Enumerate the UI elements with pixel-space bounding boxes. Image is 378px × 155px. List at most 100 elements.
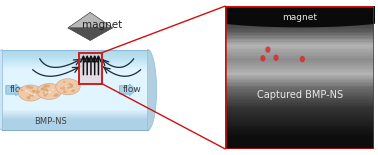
Polygon shape	[225, 130, 374, 132]
Polygon shape	[225, 8, 374, 9]
Ellipse shape	[26, 96, 31, 99]
Ellipse shape	[49, 91, 51, 93]
Polygon shape	[0, 50, 2, 130]
Polygon shape	[225, 6, 374, 8]
Polygon shape	[225, 103, 374, 105]
Polygon shape	[68, 12, 90, 40]
Ellipse shape	[51, 89, 53, 90]
Ellipse shape	[43, 92, 46, 94]
Polygon shape	[2, 73, 148, 74]
Polygon shape	[2, 55, 148, 56]
Ellipse shape	[44, 92, 47, 94]
Polygon shape	[2, 97, 148, 98]
Ellipse shape	[43, 86, 46, 88]
Ellipse shape	[70, 86, 73, 89]
Ellipse shape	[30, 93, 33, 95]
Polygon shape	[225, 65, 374, 66]
Ellipse shape	[70, 89, 72, 90]
Polygon shape	[2, 78, 148, 79]
Polygon shape	[2, 112, 148, 113]
Polygon shape	[225, 36, 374, 38]
Polygon shape	[225, 69, 374, 70]
Polygon shape	[225, 39, 374, 40]
Polygon shape	[2, 89, 148, 90]
Ellipse shape	[60, 87, 63, 89]
Polygon shape	[225, 83, 374, 85]
Polygon shape	[225, 63, 374, 65]
Polygon shape	[2, 74, 148, 75]
Ellipse shape	[29, 86, 34, 89]
Polygon shape	[225, 46, 374, 48]
Ellipse shape	[68, 85, 70, 86]
Polygon shape	[225, 50, 374, 52]
Polygon shape	[225, 106, 374, 107]
Ellipse shape	[28, 92, 30, 93]
Polygon shape	[2, 115, 148, 116]
Polygon shape	[2, 77, 148, 78]
Polygon shape	[2, 58, 148, 59]
Ellipse shape	[43, 95, 46, 97]
Polygon shape	[2, 109, 148, 110]
Polygon shape	[2, 121, 148, 122]
Polygon shape	[225, 146, 374, 147]
Polygon shape	[225, 115, 374, 116]
Polygon shape	[225, 56, 374, 58]
Polygon shape	[68, 12, 113, 28]
Ellipse shape	[69, 85, 71, 87]
Ellipse shape	[68, 83, 72, 86]
Polygon shape	[90, 12, 113, 40]
Polygon shape	[225, 9, 374, 11]
FancyArrow shape	[119, 84, 136, 96]
Polygon shape	[2, 95, 148, 96]
Polygon shape	[225, 136, 374, 137]
Ellipse shape	[36, 90, 40, 93]
Polygon shape	[225, 12, 374, 13]
Polygon shape	[225, 59, 374, 60]
Ellipse shape	[46, 84, 50, 87]
Ellipse shape	[33, 94, 36, 95]
Polygon shape	[2, 85, 148, 86]
Ellipse shape	[65, 86, 67, 87]
Polygon shape	[225, 133, 374, 135]
Polygon shape	[225, 82, 374, 83]
Polygon shape	[225, 43, 374, 45]
Polygon shape	[225, 144, 374, 146]
Polygon shape	[225, 99, 374, 100]
Polygon shape	[2, 98, 148, 99]
Polygon shape	[225, 126, 374, 127]
Polygon shape	[225, 25, 374, 26]
Polygon shape	[2, 83, 148, 84]
Polygon shape	[225, 112, 374, 113]
Polygon shape	[2, 126, 148, 127]
Polygon shape	[225, 73, 374, 75]
Polygon shape	[225, 32, 374, 33]
Polygon shape	[2, 62, 148, 63]
Ellipse shape	[45, 91, 47, 92]
Ellipse shape	[18, 85, 43, 101]
Polygon shape	[225, 13, 374, 15]
Polygon shape	[225, 29, 374, 30]
Polygon shape	[225, 18, 374, 19]
Polygon shape	[225, 85, 374, 86]
Polygon shape	[225, 110, 374, 112]
Polygon shape	[2, 119, 148, 120]
Polygon shape	[2, 103, 148, 104]
Polygon shape	[2, 111, 148, 112]
Polygon shape	[225, 66, 374, 68]
Polygon shape	[2, 52, 148, 53]
Polygon shape	[225, 78, 374, 79]
Polygon shape	[2, 107, 148, 108]
Polygon shape	[225, 75, 374, 76]
Polygon shape	[2, 63, 148, 64]
Text: magnet: magnet	[82, 20, 122, 30]
Text: Captured BMP-NS: Captured BMP-NS	[257, 90, 342, 100]
Polygon shape	[2, 51, 148, 52]
Polygon shape	[225, 76, 374, 78]
Polygon shape	[225, 72, 374, 73]
Polygon shape	[2, 66, 148, 67]
Polygon shape	[2, 54, 148, 55]
Text: flow: flow	[123, 85, 142, 94]
Polygon shape	[2, 69, 148, 70]
Bar	[79, 53, 102, 84]
Polygon shape	[225, 22, 374, 23]
